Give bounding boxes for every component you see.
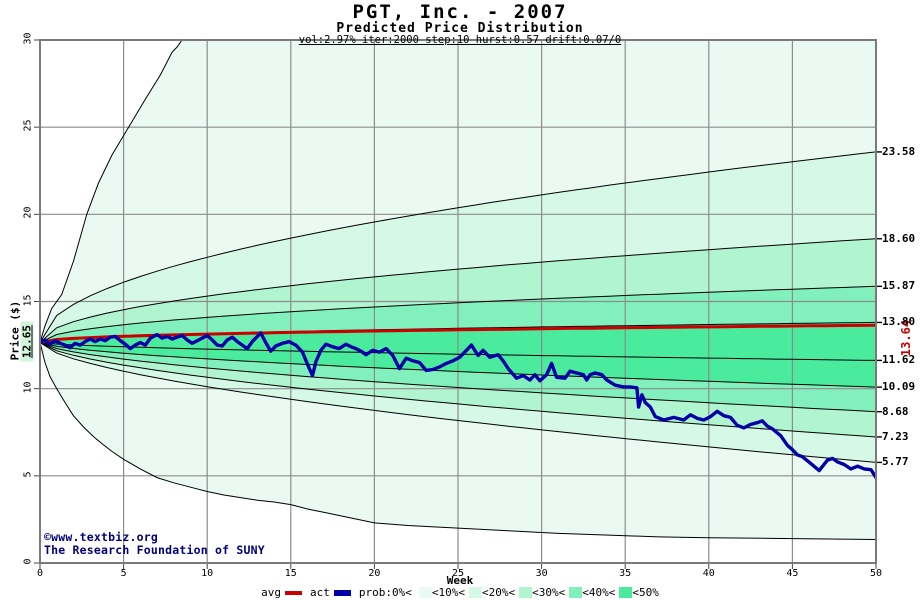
chart-subtitle: Predicted Price Distribution — [336, 21, 584, 36]
actual-price-line — [40, 331, 876, 480]
legend-band-swatches: <10%< <20%< <30%< <40%< <50% — [415, 586, 659, 599]
copyright-org: The Research Foundation of SUNY — [44, 543, 265, 557]
x-tick-label: 25 — [451, 568, 465, 579]
extreme-boundary-curve — [40, 40, 183, 343]
x-tick-label: 40 — [702, 568, 715, 579]
band-end-label: 5.77 — [882, 455, 909, 469]
x-tick-label: 20 — [368, 568, 381, 579]
chart-title: PGT, Inc. - 2007 — [352, 1, 568, 23]
percentile-boundary-curve — [40, 342, 876, 388]
percentile-boundary-curve — [40, 342, 876, 463]
x-tick-label: 5 — [120, 568, 127, 579]
simulation-params: vol:2.97% iter:2000 step:10 hurst:0.57 d… — [298, 34, 622, 46]
percentile-boundary-curve — [40, 342, 876, 361]
probability-band — [40, 342, 876, 463]
probability-band-swatch — [519, 587, 533, 598]
percentile-boundary-curve — [40, 238, 876, 343]
y-tick-label: 5 — [22, 471, 34, 478]
probability-band-swatch — [619, 587, 633, 598]
y-tick-label: 10 — [22, 381, 34, 394]
y-tick-label: 0 — [22, 558, 34, 565]
band-end-label: 15.87 — [882, 279, 916, 293]
band-end-label: 13.80 — [882, 315, 916, 329]
band-end-label: 8.68 — [882, 404, 909, 418]
band-end-label: 23.58 — [882, 144, 916, 158]
probability-band-swatch — [418, 587, 432, 598]
start-price-label: 12.65 — [20, 321, 34, 362]
band-end-label: 18.60 — [882, 231, 916, 245]
legend-act-label: act — [310, 586, 330, 599]
y-tick-label: 30 — [22, 32, 34, 45]
act-line-swatch — [333, 589, 351, 596]
percentile-boundary-curve — [40, 151, 876, 343]
week-axis-label: Week — [446, 574, 474, 587]
percentile-boundary-curve — [40, 285, 876, 343]
x-tick-label: 45 — [786, 568, 799, 579]
probability-band-swatch — [569, 587, 583, 598]
x-tick-label: 0 — [36, 568, 44, 579]
probability-band-label: <10%< — [431, 586, 465, 599]
avg-line-swatch — [285, 590, 302, 595]
probability-band-label: <30%< — [532, 586, 566, 599]
x-tick-label: 35 — [619, 568, 632, 579]
legend-avg-label: avg — [261, 586, 281, 599]
probability-band-label: <20%< — [481, 586, 516, 599]
legend: avg act prob:0%< <10%< <20%< <30%< <40%< <50… — [0, 586, 920, 599]
copyright-url: ©www.textbiz.org — [44, 530, 158, 544]
band-end-label: 7.23 — [882, 429, 909, 443]
plot-border — [39, 39, 877, 564]
probability-band-label: <50% — [632, 586, 659, 599]
x-tick-label: 15 — [284, 568, 297, 579]
x-tick-label: 50 — [869, 568, 883, 579]
plot-area — [40, 40, 876, 563]
legend-prob-label: prob:0%< — [358, 586, 412, 599]
y-tick-label: 20 — [22, 206, 34, 219]
x-tick-label: 30 — [535, 568, 548, 579]
probability-band-swatch — [468, 587, 482, 598]
probability-band-label: <40%< — [582, 586, 616, 599]
band-end-label: 11.62 — [882, 353, 916, 367]
y-tick-label: 25 — [22, 119, 34, 132]
y-tick-label: 15 — [22, 293, 34, 307]
band-end-label: 10.09 — [882, 380, 916, 394]
extreme-boundary-curve — [40, 342, 876, 540]
percentile-boundary-curve — [40, 342, 876, 413]
x-tick-label: 10 — [201, 568, 214, 579]
